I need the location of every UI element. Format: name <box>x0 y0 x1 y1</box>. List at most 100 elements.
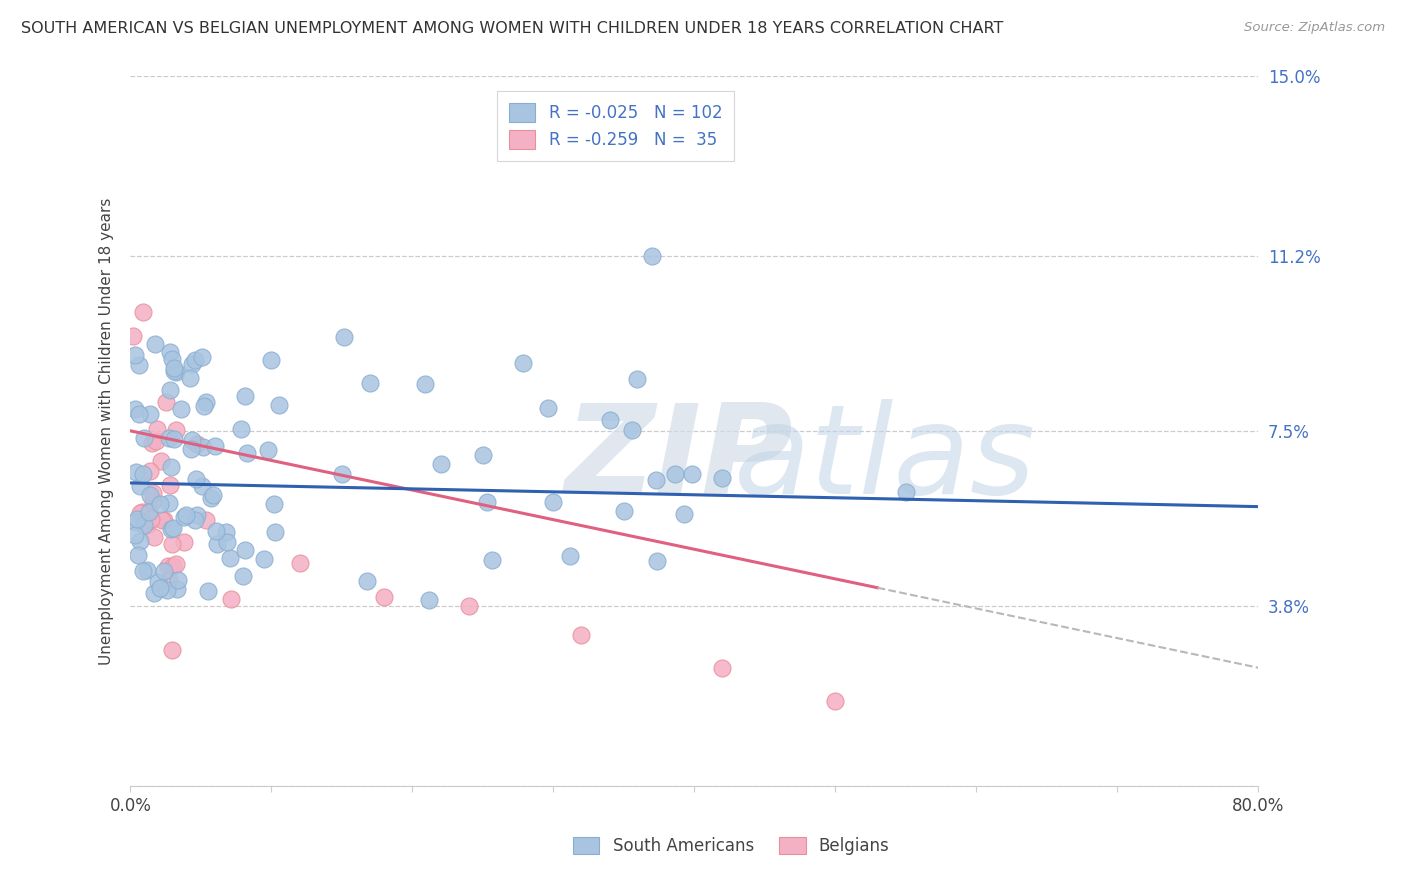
Point <box>681 467 703 481</box>
Point <box>128 407 150 421</box>
Point <box>162 559 184 574</box>
Point <box>193 399 215 413</box>
Point <box>330 467 353 481</box>
Point <box>142 586 165 600</box>
Point <box>711 471 734 485</box>
Point <box>252 552 274 566</box>
Point <box>179 371 201 385</box>
Point <box>457 599 479 614</box>
Point <box>132 467 155 481</box>
Point <box>142 530 165 544</box>
Point <box>186 437 208 451</box>
Point <box>620 423 643 437</box>
Point <box>150 512 173 526</box>
Point <box>125 466 148 480</box>
Point <box>159 478 181 492</box>
Point <box>233 543 256 558</box>
Point <box>626 372 648 386</box>
Point <box>128 506 150 520</box>
Text: Source: ZipAtlas.com: Source: ZipAtlas.com <box>1244 21 1385 34</box>
Point <box>150 454 173 468</box>
Point <box>190 479 212 493</box>
Point <box>139 407 162 421</box>
Point <box>159 345 181 359</box>
Point <box>128 358 150 372</box>
Point <box>157 431 180 445</box>
Point <box>132 305 155 319</box>
Text: ZIP: ZIP <box>565 399 793 520</box>
Point <box>165 557 187 571</box>
Point <box>160 643 183 657</box>
Point <box>824 694 846 708</box>
Point <box>664 467 686 482</box>
Point <box>186 472 208 486</box>
Point <box>599 413 621 427</box>
Point <box>673 507 696 521</box>
Point <box>332 329 354 343</box>
Point <box>543 495 565 509</box>
Point <box>204 439 226 453</box>
Point <box>200 491 222 505</box>
Legend: R = -0.025   N = 102, R = -0.259   N =  35: R = -0.025 N = 102, R = -0.259 N = 35 <box>496 91 734 161</box>
Point <box>149 581 172 595</box>
Point <box>191 440 214 454</box>
Point <box>136 518 159 533</box>
Point <box>159 522 181 536</box>
Point <box>264 524 287 539</box>
Point <box>202 487 225 501</box>
Point <box>163 432 186 446</box>
Point <box>136 564 159 578</box>
Point <box>122 329 145 343</box>
Point <box>257 443 280 458</box>
Point <box>160 352 183 367</box>
Point <box>181 433 204 447</box>
Point <box>160 537 183 551</box>
Point <box>471 448 494 462</box>
Point <box>205 524 228 538</box>
Y-axis label: Unemployment Among Women with Children Under 18 years: Unemployment Among Women with Children U… <box>100 197 114 665</box>
Point <box>139 487 162 501</box>
Point <box>143 336 166 351</box>
Point <box>142 486 165 500</box>
Point <box>146 574 169 589</box>
Point <box>159 384 181 398</box>
Point <box>184 352 207 367</box>
Point <box>166 582 188 597</box>
Point <box>170 402 193 417</box>
Point <box>149 497 172 511</box>
Point <box>156 582 179 597</box>
Point <box>186 508 208 523</box>
Point <box>142 493 165 508</box>
Point <box>571 627 593 641</box>
Point <box>124 402 146 417</box>
Point <box>145 434 167 448</box>
Point <box>191 350 214 364</box>
Point <box>215 534 238 549</box>
Point <box>155 395 177 409</box>
Point <box>162 521 184 535</box>
Point <box>197 584 219 599</box>
Point <box>194 513 217 527</box>
Point <box>260 352 283 367</box>
Point <box>181 357 204 371</box>
Point <box>429 457 451 471</box>
Point <box>481 553 503 567</box>
Point <box>205 537 228 551</box>
Text: atlas: atlas <box>734 399 1036 520</box>
Point <box>129 533 152 548</box>
Point <box>159 496 181 510</box>
Point <box>711 661 734 675</box>
Point <box>167 573 190 587</box>
Text: SOUTH AMERICAN VS BELGIAN UNEMPLOYMENT AMONG WOMEN WITH CHILDREN UNDER 18 YEARS : SOUTH AMERICAN VS BELGIAN UNEMPLOYMENT A… <box>21 21 1004 36</box>
Point <box>139 512 162 526</box>
Point <box>512 356 534 370</box>
Point <box>232 569 254 583</box>
Point <box>124 528 146 542</box>
Point <box>138 464 160 478</box>
Point <box>645 554 668 568</box>
Point <box>536 401 558 415</box>
Point <box>173 535 195 549</box>
Point <box>214 525 236 540</box>
Point <box>165 423 187 437</box>
Point <box>129 478 152 492</box>
